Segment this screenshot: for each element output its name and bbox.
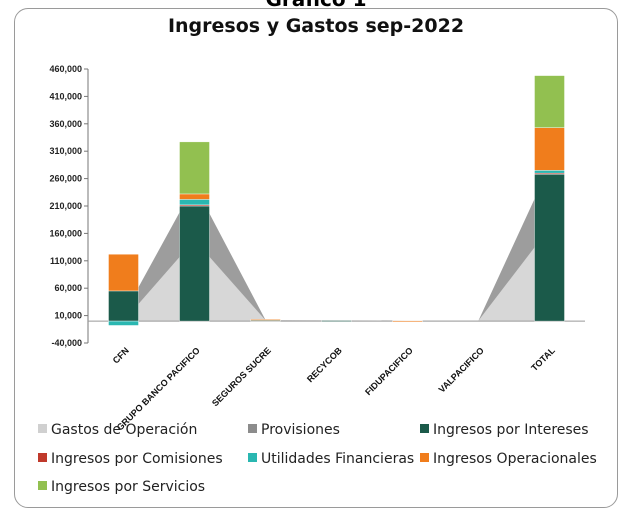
x-tick-label: RECYCOB [305,345,344,384]
y-tick-label: 210,000 [49,201,82,211]
legend-entry: Ingresos por Intereses [420,422,589,438]
legend-entry: Ingresos por Servicios [38,479,205,495]
legend-swatch [38,453,47,462]
legend-label: Ingresos Operacionales [433,451,597,467]
legend-entry: Ingresos por Comisiones [38,451,223,467]
legend-label: Ingresos por Intereses [433,422,589,438]
x-tick-label: GRUPO BANCO PACIFICO [115,345,202,432]
y-tick-label: 410,000 [49,91,82,101]
bar-segment [108,320,139,326]
bar-segment [392,320,423,323]
legend-label: Utilidades Financieras [261,451,415,467]
legend-label: Ingresos por Servicios [51,479,206,495]
legend-entry: Utilidades Financieras [248,451,414,467]
legend-entry: Provisiones [248,422,340,438]
bar-segment [321,320,352,322]
bar-segment [108,254,139,292]
y-tick-label: 360,000 [49,119,82,129]
legend-swatch [38,481,47,490]
y-tick-label: 460,000 [49,64,82,74]
y-tick-label: 10,000 [54,311,82,321]
legend-swatch [420,453,429,462]
x-tick-label: CFN [111,345,131,365]
bar-segment [179,199,210,206]
chart-title: Ingresos y Gastos sep-2022 [167,15,465,37]
y-tick-label: 110,000 [50,256,82,266]
bar-segment [179,193,210,200]
y-tick-label: 160,000 [49,228,82,238]
bar-segment [534,127,565,171]
bar-segment [179,141,210,195]
x-tick-label: FIDUPACIFICO [363,345,415,397]
x-tick-label: VALPACIFICO [437,345,486,394]
y-tick-label: 260,000 [49,174,82,184]
y-tick-label: 60,000 [54,283,82,293]
legend-label: Ingresos por Comisiones [51,451,223,467]
legend-label: Provisiones [261,422,340,438]
bar-segment [534,75,565,128]
bar-segment [108,290,139,322]
bar-segment [250,319,281,321]
bar-segment [179,205,210,322]
area-series [123,227,550,322]
legend-swatch [248,424,257,433]
legend-label: Gastos de Operación [51,422,198,438]
y-tick-label: -40,000 [51,338,82,348]
legend-swatch [248,453,257,462]
x-tick-label: SEGUROS SUCRE [210,345,273,408]
bar-segment [534,170,565,174]
legend-entry: Gastos de Operación [38,422,197,438]
y-tick-label: 310,000 [49,146,82,156]
legend-entry: Ingresos Operacionales [420,451,597,467]
partial-title: Gráfico 1 [0,0,632,11]
bar-segment [534,174,565,322]
legend-swatch [38,424,47,433]
x-tick-label: TOTAL [529,345,557,373]
legend-swatch [420,424,429,433]
